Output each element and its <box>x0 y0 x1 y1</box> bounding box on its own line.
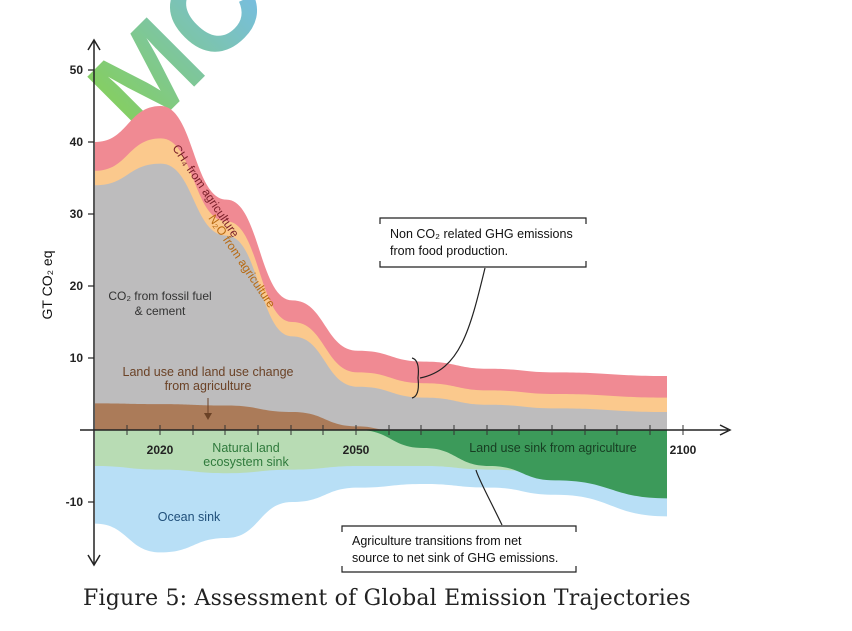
annotation-transition-line2: source to net sink of GHG emissions. <box>352 551 558 565</box>
y-axis-arrow-down <box>87 554 101 567</box>
annotations: Non CO₂ related GHG emissions from food p… <box>341 217 587 573</box>
y-tick-label: -10 <box>66 495 84 509</box>
annotation-brace <box>411 357 419 399</box>
y-tick-label: 30 <box>70 207 84 221</box>
axes: 50 40 30 20 10 -10 2020 2050 2100 GT CO₂ eq <box>39 38 732 567</box>
x-tick-label: 2020 <box>147 443 174 457</box>
label-ocean: Ocean sink <box>158 510 221 524</box>
label-fossil-line1: CO₂ from fossil fuel <box>108 289 211 303</box>
y-tick-label: 20 <box>70 279 84 293</box>
label-natural-line2: ecosystem sink <box>203 455 289 469</box>
y-axis-arrow-up <box>87 38 101 51</box>
x-tick-label: 2100 <box>670 443 697 457</box>
label-fossil-line2: & cement <box>135 304 186 318</box>
annotation2-box-top <box>341 525 577 532</box>
annotation-non-co2-line1: Non CO₂ related GHG emissions <box>390 227 573 241</box>
y-tick-label: 10 <box>70 351 84 365</box>
annotation-box-top <box>379 217 587 224</box>
landuse-pointer-head <box>204 413 212 420</box>
area-ag-sink <box>357 430 667 499</box>
figure-caption: Figure 5: Assessment of Global Emission … <box>83 586 691 611</box>
x-axis-arrow <box>719 424 732 436</box>
annotation2-pointer-curve <box>475 469 503 526</box>
area-fossil <box>95 163 667 430</box>
area-layers <box>95 106 667 553</box>
annotation2-box-bottom <box>341 566 577 573</box>
y-axis-label: GT CO₂ eq <box>39 251 55 320</box>
label-natural-line1: Natural land <box>212 441 279 455</box>
annotation-box-bottom <box>379 261 587 268</box>
area-landuse <box>95 403 391 430</box>
annotation-transition-line1: Agriculture transitions from net <box>352 534 522 548</box>
x-tick-label: 2050 <box>343 443 370 457</box>
label-landuse-line2: from agriculture <box>165 379 252 393</box>
y-tick-label: 40 <box>70 135 84 149</box>
y-tick-label: 50 <box>70 63 84 77</box>
label-ag-sink: Land use sink from agriculture <box>469 441 636 455</box>
annotation-pointer-curve <box>419 267 486 379</box>
annotation-non-co2-line2: from food production. <box>390 244 508 258</box>
label-landuse-line1: Land use and land use change <box>123 365 294 379</box>
